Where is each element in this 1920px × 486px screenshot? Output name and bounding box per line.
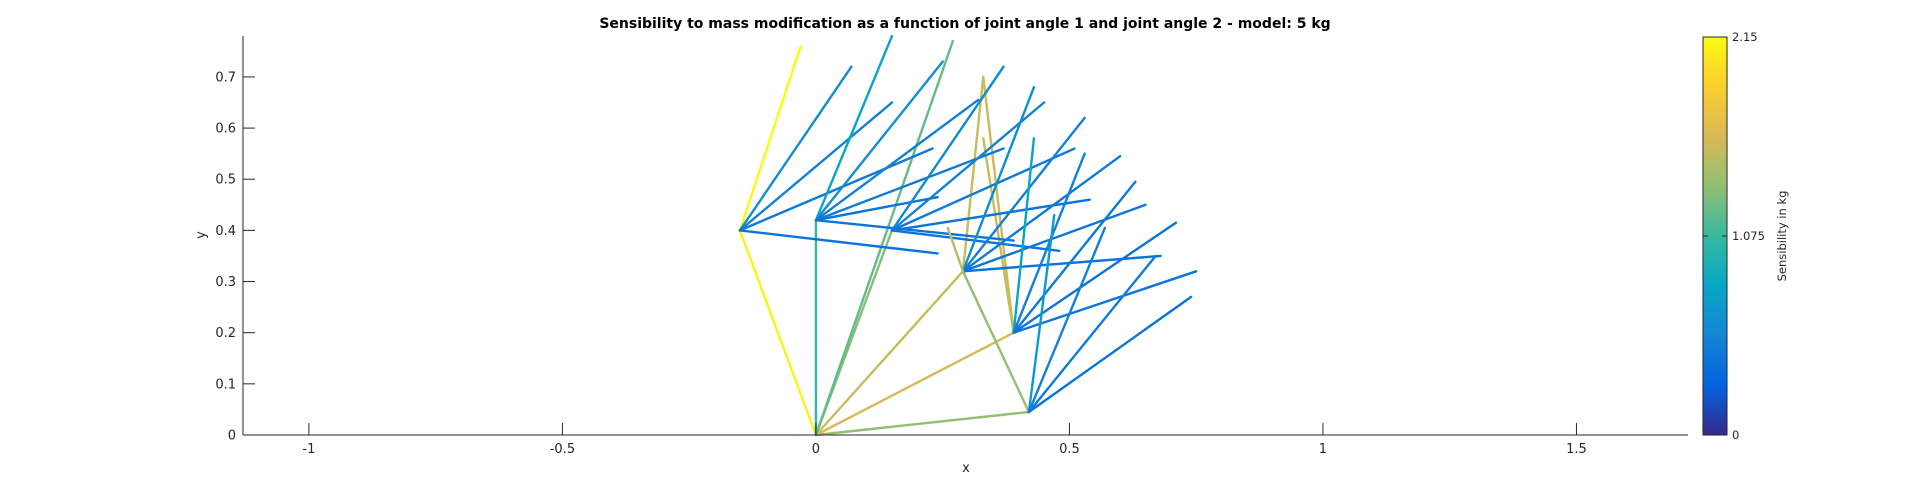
- x-tick-label: 1.5: [1566, 442, 1587, 457]
- segment-20: [814, 218, 1015, 242]
- y-tick-label: 0.3: [215, 275, 236, 290]
- y-tick-label: 0.4: [215, 224, 236, 239]
- y-tick-label: 0.7: [215, 70, 236, 85]
- segment-40: [1027, 254, 1157, 414]
- segment-30: [961, 203, 1147, 273]
- segment-19: [814, 147, 1005, 222]
- colorbar-tick-label: 2.15: [1732, 30, 1758, 44]
- plot-axes: [242, 36, 1688, 436]
- colorbar-ticks: 0 1.075 2.15: [1703, 30, 1765, 442]
- segment-31: [961, 254, 1162, 273]
- y-tick-label: 0.2: [215, 326, 236, 341]
- x-tick-label: -1: [302, 442, 315, 457]
- x-tick-label: -0.5: [550, 442, 575, 457]
- y-tick-label: 0.1: [215, 377, 236, 392]
- colorbar-label: Sensibility in kg: [1775, 191, 1789, 282]
- segment-39: [1027, 226, 1107, 414]
- segment-36: [1012, 221, 1178, 334]
- segment-17: [814, 60, 944, 222]
- segment-33: [1012, 137, 1036, 334]
- segment-2: [814, 270, 965, 437]
- segment-6: [814, 39, 955, 437]
- segment-7: [961, 270, 1031, 414]
- segment-41: [1027, 295, 1193, 414]
- segment-12: [738, 65, 853, 232]
- segment-10: [982, 137, 1015, 334]
- segment-0: [738, 229, 818, 437]
- x-ticks: -1 -0.5 0 0.5 1 1.5: [302, 423, 1587, 457]
- x-tick-label: 0.5: [1059, 442, 1080, 457]
- segment-4: [814, 331, 1015, 437]
- segment-22: [890, 65, 1005, 232]
- chart-title: Sensibility to mass modification as a fu…: [599, 16, 1330, 32]
- segment-11: [738, 45, 802, 232]
- y-tick-label: 0.6: [215, 122, 236, 137]
- colorbar-tick-label: 0: [1732, 428, 1739, 442]
- y-ticks: 0 0.1 0.2 0.3 0.4 0.5 0.6 0.7: [215, 70, 255, 444]
- segment-38: [1027, 213, 1056, 414]
- segment-37: [1012, 270, 1198, 334]
- segment-18: [814, 98, 980, 222]
- segment-28: [961, 116, 1086, 273]
- segment-34: [1012, 152, 1086, 334]
- segment-21: [814, 195, 939, 222]
- colorbar-tick-label: 1.075: [1732, 229, 1765, 243]
- segment-16: [814, 34, 894, 222]
- segment-9: [982, 75, 1015, 334]
- y-tick-label: 0.5: [215, 173, 236, 188]
- segment-14: [738, 147, 934, 232]
- y-tick-label: 0: [228, 429, 236, 444]
- segment-3: [814, 410, 1031, 437]
- x-tick-label: 0: [812, 442, 820, 457]
- x-axis-label: x: [962, 461, 970, 476]
- plot-segments: [738, 34, 1198, 437]
- segment-24: [890, 147, 1076, 232]
- y-axis-label: y: [194, 231, 209, 239]
- segment-15: [738, 229, 939, 255]
- x-tick-label: 1: [1319, 442, 1327, 457]
- segment-32: [946, 226, 965, 273]
- segment-25: [890, 198, 1091, 232]
- segment-27: [961, 85, 1036, 273]
- colorbar: 0 1.075 2.15 Sensibility in kg: [1702, 30, 1789, 442]
- segment-35: [1012, 180, 1137, 334]
- segment-13: [738, 101, 894, 232]
- segment-29: [961, 155, 1122, 273]
